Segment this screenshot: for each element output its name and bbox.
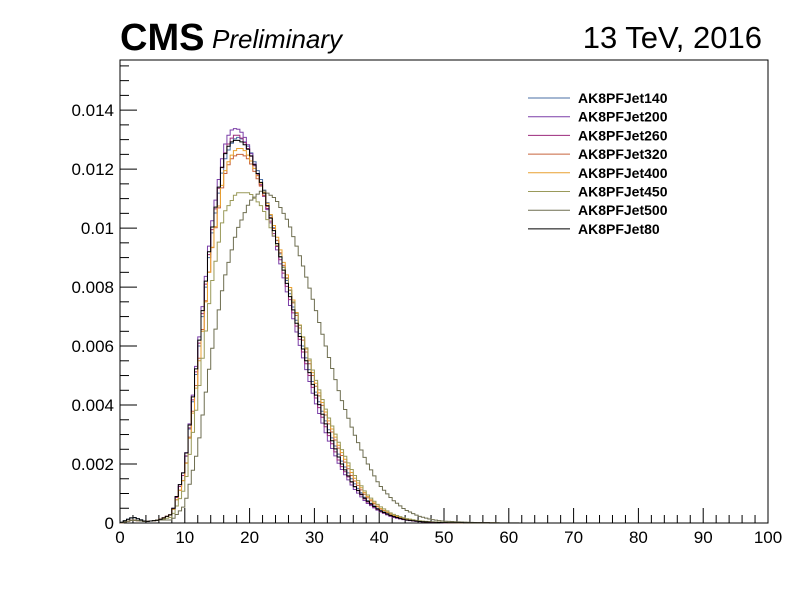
series-layer [119,128,768,524]
y-tick-label: 0.006 [71,337,114,356]
legend-entry: AK8PFJet140 [578,90,668,106]
series-line-AK8PFJet80 [119,139,768,524]
series-line-AK8PFJet500 [119,190,768,524]
legend-entry: AK8PFJet320 [578,146,668,162]
legend-entry: AK8PFJet200 [578,109,668,125]
x-tick-label: 0 [115,528,124,547]
legend-entry: AK8PFJet80 [578,221,660,237]
y-tick-label: 0.008 [71,278,114,297]
y-tick-label: 0 [105,514,114,533]
y-tick-label: 0.01 [81,219,114,238]
x-tick-label: 100 [754,528,782,547]
legend-entry: AK8PFJet500 [578,202,668,218]
series-line-AK8PFJet450 [119,192,768,524]
x-axis: 0 10 20 30 40 50 60 70 80 90 100 [115,508,782,547]
x-tick-label: 30 [305,528,324,547]
y-tick-label: 0.014 [71,101,114,120]
status-label: Preliminary [212,24,344,54]
legend-entry: AK8PFJet260 [578,127,668,143]
y-tick-label: 0.002 [71,455,114,474]
x-tick-label: 60 [499,528,518,547]
x-tick-label: 50 [435,528,454,547]
x-tick-label: 40 [370,528,389,547]
x-tick-label: 20 [240,528,259,547]
y-tick-label: 0.012 [71,160,114,179]
experiment-label: CMS [120,17,204,59]
legend: AK8PFJet140 AK8PFJet200 AK8PFJet260 AK8PFJe… [528,90,668,237]
y-axis: 0 0.002 0.004 0.006 0.008 0.01 0.012 0.014 [71,65,137,533]
energy-label: 13 TeV, 2016 [583,20,762,55]
x-tick-label: 70 [564,528,583,547]
x-tick-label: 80 [629,528,648,547]
x-tick-label: 90 [694,528,713,547]
legend-entry: AK8PFJet400 [578,165,668,181]
plot-frame [119,59,769,524]
y-tick-label: 0.004 [71,396,114,415]
legend-entry: AK8PFJet450 [578,184,668,200]
x-tick-label: 10 [175,528,194,547]
